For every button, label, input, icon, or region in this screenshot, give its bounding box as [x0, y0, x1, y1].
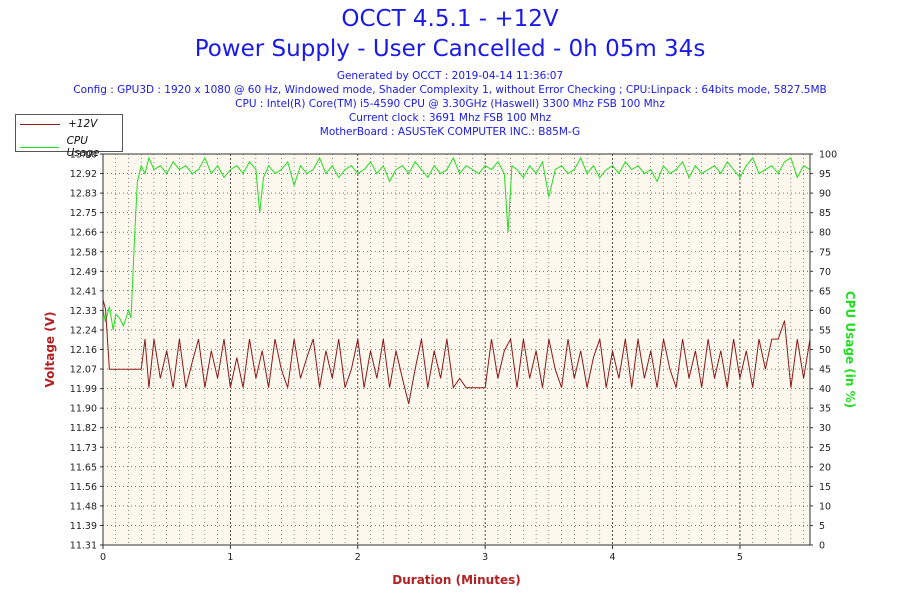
- right-tick-label: 25: [819, 443, 831, 454]
- left-tick-label: 12.58: [70, 247, 97, 258]
- info-motherboard: MotherBoard : ASUSTeK COMPUTER INC.: B85…: [319, 126, 581, 138]
- x-tick-label: 0: [100, 552, 106, 563]
- right-axis-ticks: 0 5 10 15 20 25 30 35 40 45 50 55 60 65 70 75 80 85 90 95 10…: [810, 150, 837, 552]
- x-tick-label: 5: [737, 552, 743, 563]
- right-tick-label: 90: [819, 189, 831, 200]
- right-tick-label: 75: [819, 247, 831, 258]
- chart-title: OCCT 4.5.1 - +12V: [341, 6, 559, 32]
- left-tick-label: 12.92: [70, 169, 97, 180]
- left-tick-label: 12.66: [70, 228, 97, 239]
- left-tick-label: 11.39: [70, 521, 97, 532]
- right-tick-label: 35: [819, 404, 831, 415]
- legend-swatch-voltage: [20, 123, 60, 125]
- right-tick-label: 100: [819, 150, 837, 161]
- left-tick-label: 11.73: [70, 443, 97, 454]
- right-tick-label: 85: [819, 208, 831, 219]
- legend-item-cpu: CPU Usage: [20, 135, 122, 159]
- plot-background: [103, 154, 810, 545]
- right-tick-label: 15: [819, 482, 831, 493]
- left-tick-label: 12.49: [70, 267, 97, 278]
- left-tick-label: 12.83: [70, 189, 97, 200]
- left-tick-label: 12.24: [70, 325, 97, 336]
- left-tick-label: 11.82: [70, 423, 97, 434]
- x-tick-label: 2: [355, 552, 361, 563]
- right-tick-label: 10: [819, 501, 831, 512]
- cpu-usage-series-line: [102, 156, 811, 330]
- x-tick-label: 1: [227, 552, 233, 563]
- right-tick-label: 20: [819, 462, 831, 473]
- info-generated: Generated by OCCT : 2019-04-14 11:36:07: [336, 70, 564, 82]
- left-tick-label: 11.99: [70, 384, 97, 395]
- right-tick-label: 55: [819, 325, 831, 336]
- right-axis-label: CPU Usage (in %): [843, 291, 857, 408]
- left-tick-label: 12.75: [70, 208, 97, 219]
- x-axis-ticks: 0 1 2 3 4 5: [100, 545, 743, 563]
- left-tick-label: 11.31: [70, 541, 97, 552]
- x-tick-label: 4: [610, 552, 616, 563]
- x-tick-label: 3: [482, 552, 488, 563]
- right-tick-label: 80: [819, 228, 831, 239]
- right-tick-label: 5: [819, 521, 825, 532]
- left-tick-label: 13.00: [70, 150, 97, 161]
- left-axis-ticks: 11.31 11.39 11.48 11.56 11.65 11.73 11.82 11.90…: [70, 150, 103, 552]
- chart-subtitle: Power Supply - User Cancelled - 0h 05m 3…: [194, 36, 706, 62]
- grid-lines: [103, 154, 810, 545]
- left-axis-label: Voltage (V): [43, 312, 57, 388]
- left-tick-label: 12.41: [70, 286, 97, 297]
- right-tick-label: 40: [819, 384, 831, 395]
- right-tick-label: 60: [819, 306, 831, 317]
- legend-item-voltage: +12V: [20, 118, 97, 130]
- legend-swatch-cpu: [20, 146, 59, 148]
- left-tick-label: 11.48: [70, 501, 97, 512]
- right-tick-label: 95: [819, 169, 831, 180]
- right-tick-label: 0: [819, 541, 825, 552]
- left-tick-label: 12.16: [70, 345, 97, 356]
- plot-border: [102, 153, 811, 546]
- legend: +12V CPU Usage: [15, 114, 123, 159]
- left-tick-label: 12.33: [70, 306, 97, 317]
- left-tick-label: 11.90: [70, 404, 97, 415]
- info-clock: Current clock : 3691 Mhz FSB 100 Mhz: [348, 112, 552, 124]
- x-axis-label: Duration (Minutes): [392, 573, 520, 587]
- right-tick-label: 30: [819, 423, 831, 434]
- left-tick-label: 12.07: [70, 365, 97, 376]
- info-config: Config : GPU3D : 1920 x 1080 @ 60 Hz, Wi…: [73, 84, 827, 96]
- right-tick-label: 65: [819, 286, 831, 297]
- voltage-series-line: [102, 299, 811, 405]
- legend-label-cpu: CPU Usage: [66, 135, 100, 159]
- left-tick-label: 11.56: [70, 482, 97, 493]
- left-tick-label: 11.65: [70, 462, 97, 473]
- right-tick-label: 50: [819, 345, 831, 356]
- right-tick-label: 45: [819, 365, 831, 376]
- right-tick-label: 70: [819, 267, 831, 278]
- legend-label-voltage: +12V: [68, 118, 98, 130]
- info-cpu: CPU : Intel(R) Core(TM) i5-4590 CPU @ 3.…: [235, 98, 665, 110]
